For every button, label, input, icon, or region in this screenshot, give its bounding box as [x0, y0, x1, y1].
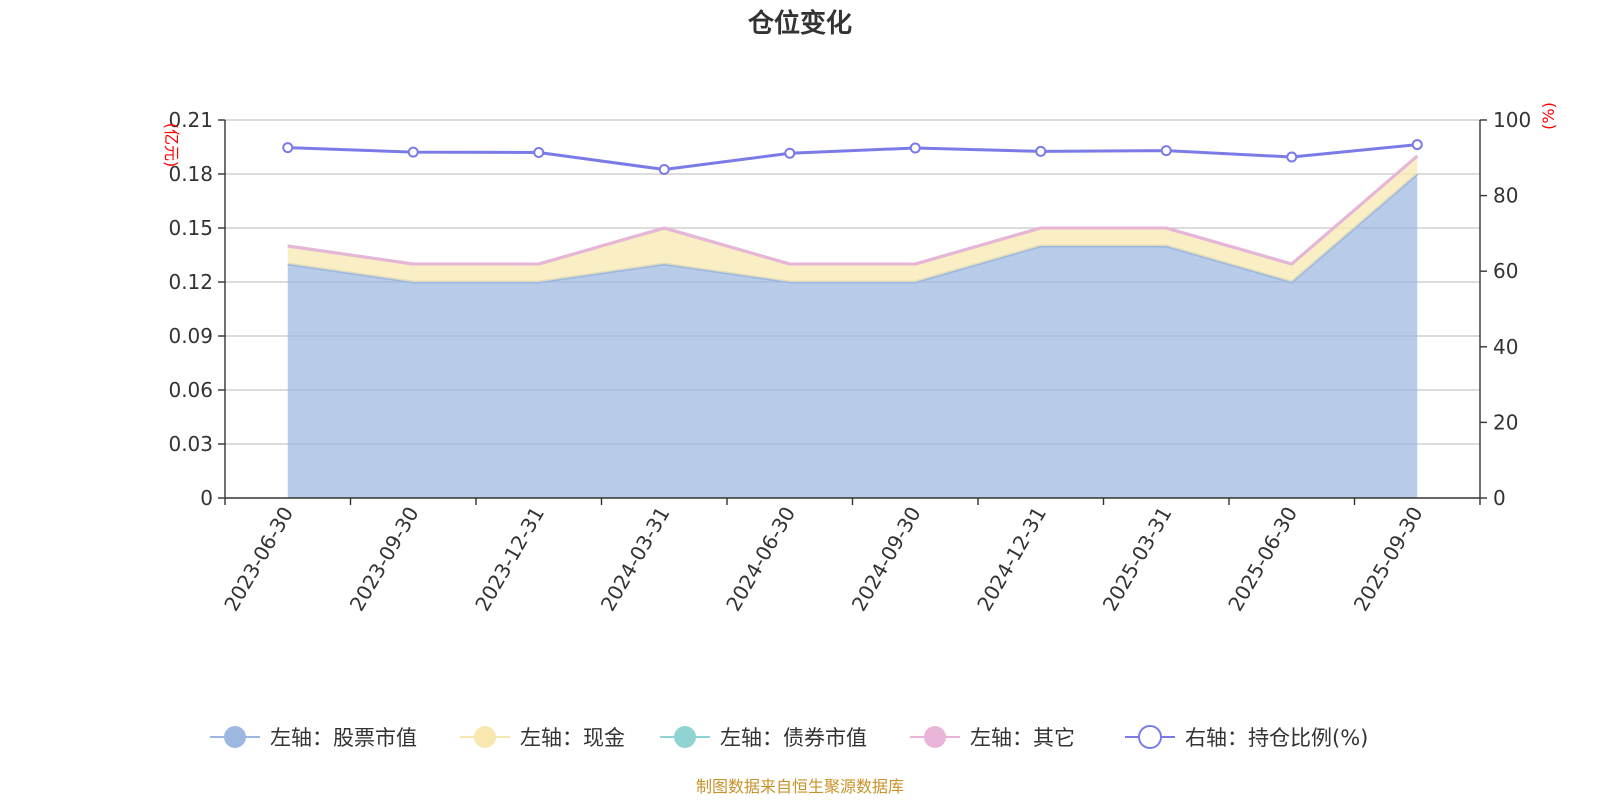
legend-marker-0	[224, 726, 246, 748]
area-series-0	[287, 174, 1418, 498]
x-tick-label-3: 2024-03-31	[596, 503, 675, 616]
x-tick-label-8: 2025-06-30	[1223, 503, 1302, 616]
ratio-line	[282, 139, 1423, 176]
left-tick-label-2: 0.06	[168, 378, 213, 402]
left-tick-label-1: 0.03	[168, 432, 213, 456]
legend-marker-4	[1138, 725, 1162, 749]
stacked-areas	[287, 154, 1419, 498]
area-series-2	[287, 156, 1418, 264]
ratio-point-5	[909, 142, 921, 154]
right-tick-label-2: 40	[1493, 335, 1518, 359]
x-tick-label-4: 2024-06-30	[721, 503, 800, 616]
ratio-point-4	[784, 147, 796, 159]
left-tick-label-5: 0.15	[168, 216, 213, 240]
right-tick-label-5: 100	[1493, 108, 1531, 132]
ratio-point-7	[1160, 145, 1172, 157]
legend-label-1: 左轴：现金	[520, 726, 625, 750]
right-tick-label-1: 20	[1493, 410, 1518, 434]
legend-marker-1	[474, 726, 496, 748]
legend-marker-3	[924, 726, 946, 748]
area-line-series-3	[287, 154, 1419, 266]
source-note: 制图数据来自恒生聚源数据库	[696, 777, 904, 796]
left-tick-label-3: 0.09	[168, 324, 213, 348]
x-tick-label-6: 2024-12-31	[972, 503, 1051, 616]
x-tick-label-0: 2023-06-30	[219, 503, 298, 616]
ratio-point-2	[533, 147, 545, 159]
ratio-polyline	[287, 143, 1418, 172]
x-tick-label-9: 2025-09-30	[1349, 503, 1428, 616]
right-tick-label-4: 80	[1493, 184, 1518, 208]
x-tick-label-2: 2023-12-31	[470, 503, 549, 616]
legend-label-4: 右轴：持仓比例(%)	[1185, 726, 1368, 750]
left-tick-label-7: 0.21	[168, 108, 213, 132]
ratio-point-3	[658, 164, 670, 176]
ratio-point-0	[282, 142, 294, 154]
area-line-series-1	[287, 154, 1419, 266]
x-tick-label-7: 2025-03-31	[1098, 503, 1177, 616]
ratio-point-6	[1035, 145, 1047, 157]
ratio-point-1	[407, 146, 419, 158]
right-tick-label-0: 0	[1493, 486, 1506, 510]
legend: 左轴：股票市值 左轴：现金 左轴：债券市值 左轴：其它 右轴：持仓比例(%)	[210, 725, 1368, 750]
right-tick-label-3: 60	[1493, 259, 1518, 283]
ratio-point-8	[1286, 151, 1298, 163]
left-tick-label-4: 0.12	[168, 270, 213, 294]
area-line-series-2	[287, 154, 1419, 266]
left-tick-label-6: 0.18	[168, 162, 213, 186]
legend-label-2: 左轴：债券市值	[720, 726, 867, 750]
ratio-point-9	[1411, 139, 1423, 151]
legend-marker-2	[674, 726, 696, 748]
x-tick-label-5: 2024-09-30	[847, 503, 926, 616]
legend-label-3: 左轴：其它	[970, 726, 1075, 750]
chart-title: 仓位变化	[747, 8, 852, 39]
left-axis-unit: (亿元)	[162, 123, 181, 168]
area-series-1	[287, 156, 1418, 282]
legend-label-0: 左轴：股票市值	[270, 726, 417, 750]
x-tick-label-1: 2023-09-30	[345, 503, 424, 616]
area-series-3	[287, 156, 1418, 264]
left-tick-label-0: 0	[200, 486, 213, 510]
right-axis-unit: (%)	[1539, 102, 1558, 130]
